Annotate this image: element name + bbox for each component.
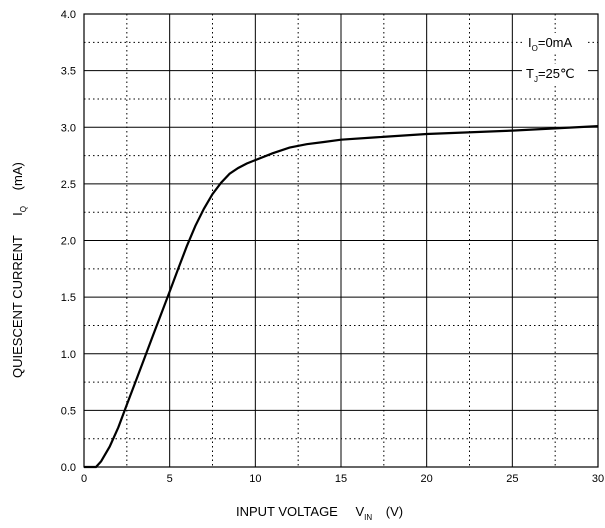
y-tick-label: 3.5 bbox=[61, 66, 76, 78]
x-tick-label: 5 bbox=[167, 473, 173, 485]
y-tick-label: 3.0 bbox=[61, 122, 76, 134]
y-tick-label: 0.5 bbox=[61, 405, 76, 417]
y-tick-label: 1.0 bbox=[61, 349, 76, 361]
grid bbox=[84, 14, 598, 467]
y-tick-label: 2.5 bbox=[61, 179, 76, 191]
plot-frame bbox=[83, 13, 599, 468]
x-tick-label: 20 bbox=[421, 473, 433, 485]
x-tick-label: 0 bbox=[81, 473, 87, 485]
x-tick-label: 25 bbox=[506, 473, 518, 485]
annotation-box: IO=0mA TJ=25℃ bbox=[522, 33, 588, 84]
y-tick-label: 4.0 bbox=[61, 9, 76, 21]
x-tick-label: 15 bbox=[335, 473, 347, 485]
annotation-tj: TJ=25℃ bbox=[526, 66, 575, 84]
x-tick-label: 30 bbox=[592, 473, 604, 485]
y-tick-label: 1.5 bbox=[61, 292, 76, 304]
annotation-io: IO=0mA bbox=[528, 35, 573, 53]
y-tick-label: 0.0 bbox=[61, 462, 76, 474]
x-tick-label: 10 bbox=[249, 473, 261, 485]
series-line bbox=[84, 125, 599, 469]
x-axis-title: INPUT VOLTAGE VIN (V) bbox=[236, 504, 403, 523]
y-tick-label: 2.0 bbox=[61, 236, 76, 248]
tick-labels: 0 5 10 15 20 25 30 0.0 0.5 1.0 1.5 2.0 2.5 3.0 3.5 4.0 bbox=[61, 9, 604, 485]
y-axis-title: QUIESCENT CURRENT IQ (mA) bbox=[10, 162, 29, 378]
